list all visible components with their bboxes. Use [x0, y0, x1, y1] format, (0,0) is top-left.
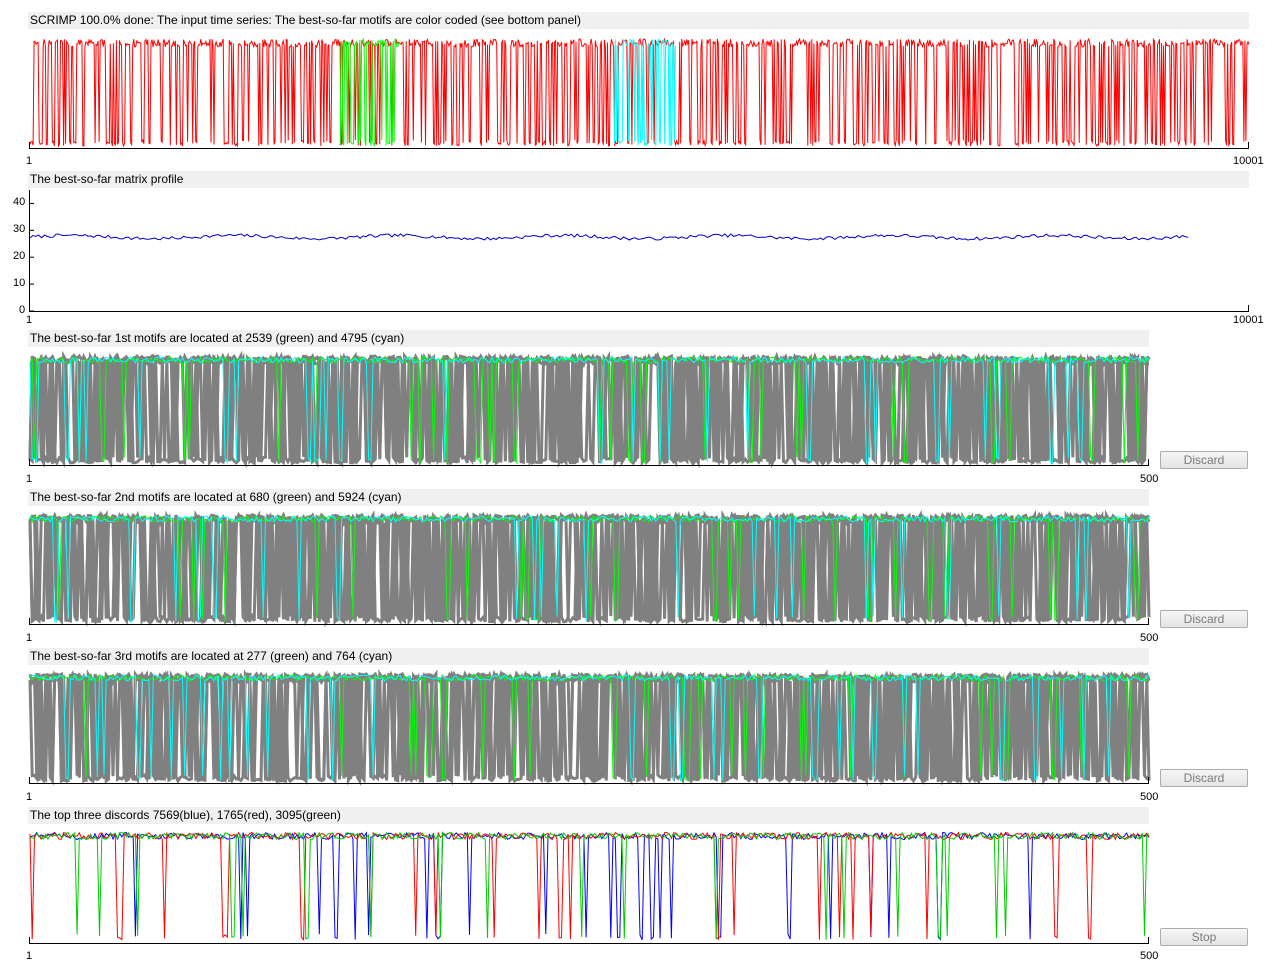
matrix-profile-x-start: 1	[26, 314, 33, 326]
motif3-x-end: 500	[1140, 791, 1159, 803]
discords-line-0	[29, 831, 1150, 941]
timeseries-x-end: 10001	[1233, 155, 1264, 167]
motif2-cyan-line	[29, 514, 1150, 623]
stop-button[interactable]: Stop	[1160, 928, 1248, 946]
motif2-x-start: 1	[26, 632, 33, 644]
motif1-green-line	[29, 355, 1150, 465]
motif1-neighbor-line-3	[28, 351, 1149, 469]
timeseries-panel-title: SCRIMP 100.0% done: The input time serie…	[28, 12, 1249, 29]
discords-line-1	[29, 831, 1150, 941]
matrix-profile-y-tick-10: 10	[13, 277, 26, 289]
motif3-x-start: 1	[26, 791, 33, 803]
timeseries-motif-segment-1	[339, 37, 401, 148]
discard-motif2-button[interactable]: Discard	[1160, 610, 1248, 628]
discard-motif1-button[interactable]: Discard	[1160, 451, 1248, 469]
discords-x-end: 500	[1140, 950, 1159, 962]
discords-line-2	[29, 830, 1150, 941]
motif1-x-start: 1	[26, 473, 33, 485]
motif3-neighbor-line-3	[28, 669, 1151, 786]
timeseries-line	[29, 37, 1250, 148]
motif3-panel-title: The best-so-far 3rd motifs are located a…	[28, 648, 1149, 665]
matrix-profile-x-end: 10001	[1233, 314, 1264, 326]
matrix-profile-y-tick-30: 30	[13, 223, 26, 235]
motif2-x-end: 500	[1140, 632, 1159, 644]
matrix-profile-y-tick-40: 40	[13, 196, 26, 208]
timeseries-motif-segment-2	[613, 38, 676, 147]
motif1-x-end: 500	[1140, 473, 1159, 485]
matrix-profile-y-tick-0: 0	[19, 304, 26, 316]
discard-motif3-button[interactable]: Discard	[1160, 769, 1248, 787]
matrix-profile-line	[29, 233, 1189, 241]
discords-panel-title: The top three discords 7569(blue), 1765(…	[28, 807, 1149, 824]
motif2-neighbor-line-3	[28, 509, 1151, 627]
discords-x-start: 1	[26, 950, 33, 962]
matrix-profile-title: The best-so-far matrix profile	[28, 171, 1249, 188]
matrix-profile-y-tick-20: 20	[13, 250, 26, 262]
motif1-panel-title: The best-so-far 1st motifs are located a…	[28, 330, 1149, 347]
motif2-panel-title: The best-so-far 2nd motifs are located a…	[28, 489, 1149, 506]
motif1-neighbor-line-2	[28, 350, 1150, 469]
motif3-cyan-line	[29, 673, 1150, 782]
motif1-cyan-line	[29, 355, 1150, 465]
timeseries-x-start: 1	[26, 155, 33, 167]
